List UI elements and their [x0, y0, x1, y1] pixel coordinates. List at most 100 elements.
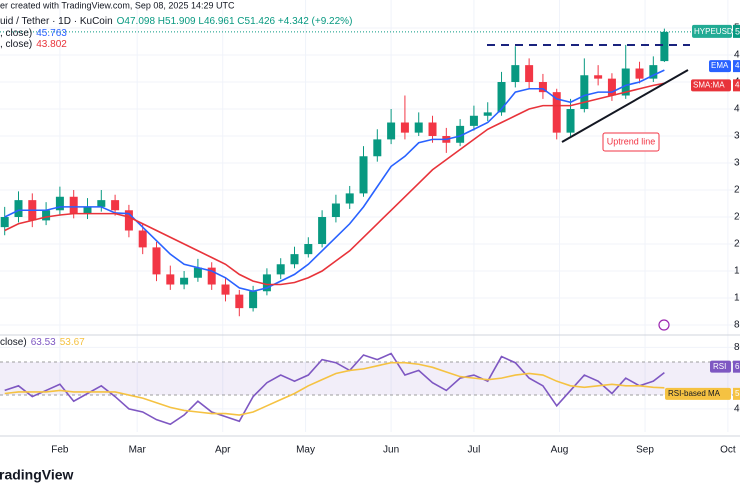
ohlc: O47.098 H51.909 L46.961 C51.426 +4.342 (… — [117, 16, 353, 27]
candle-body — [0, 217, 9, 228]
candle-body — [497, 82, 506, 113]
ma-line — [4, 82, 665, 286]
rsi-legend: close) 63.53 53.67 — [0, 337, 85, 348]
candle-body — [318, 217, 327, 245]
candle-body — [221, 284, 230, 295]
logo: radingView — [0, 467, 74, 483]
legend-label: RSI — [713, 362, 726, 371]
symbol-label: HYPEUSDT — [694, 27, 738, 36]
ema-legend-text: , close) — [0, 28, 32, 39]
x-tick-label: Jun — [383, 445, 399, 456]
x-tick-label: Jul — [468, 445, 481, 456]
rsi-line — [4, 352, 665, 426]
rsi-value: 63.53 — [31, 337, 56, 348]
x-tick-label: Feb — [51, 445, 69, 456]
candle-body — [69, 196, 78, 214]
y-tick-label: 32 — [734, 158, 740, 169]
candle-body — [525, 65, 534, 83]
x-tick-label: Aug — [551, 445, 569, 456]
value-box — [733, 60, 740, 73]
x-tick-label: Oct — [720, 445, 736, 456]
candle-body — [607, 78, 616, 96]
ema-legend: , close) 45.763 — [0, 28, 67, 39]
symbol-box — [692, 24, 732, 38]
candle-body — [511, 65, 520, 83]
icon — [658, 319, 670, 331]
candle-body — [166, 274, 175, 285]
candle-body — [469, 115, 478, 126]
candle-body — [193, 267, 202, 278]
candle-body — [290, 254, 299, 265]
x-tick-label: May — [296, 445, 315, 456]
price-label: 51.426 — [735, 26, 740, 36]
value-label: 43.802 — [735, 80, 740, 89]
y-tick-label: 80 — [734, 342, 740, 353]
value-label: 45.763 — [735, 61, 740, 70]
candle-body — [235, 294, 244, 309]
candle-body — [414, 122, 423, 133]
y-tick-label: 16 — [734, 266, 740, 277]
rsi-line — [4, 361, 665, 416]
y-tick-label: 36 — [734, 131, 740, 142]
candle-body — [331, 203, 340, 218]
y-tick-label: 40 — [734, 404, 740, 415]
sma-value: 43.802 — [36, 39, 67, 50]
candle-body — [538, 82, 547, 93]
y-tick-label: 12 — [734, 293, 740, 304]
rsi-legend-text: close) — [0, 337, 27, 348]
y-tick-label: 40 — [734, 104, 740, 115]
candle-body — [552, 92, 561, 133]
rsi-ma-value: 53.67 — [60, 337, 85, 348]
candle-body — [207, 267, 216, 285]
legend-box — [709, 60, 731, 73]
candle-body — [635, 68, 644, 79]
candle-body — [249, 291, 258, 309]
candle-body — [124, 210, 133, 231]
candle-body — [621, 68, 630, 96]
candle-body — [456, 125, 465, 143]
y-tick-label: 48 — [734, 50, 740, 61]
price-labels: Feb Mar Apr May Jun Jul Aug Sep Oct 8 12 16 20 24 28 32… — [51, 23, 740, 456]
candle-body — [387, 122, 396, 140]
value-box — [733, 360, 740, 373]
x-tick-label: Mar — [129, 445, 147, 456]
sma-legend-text: , close) — [0, 39, 32, 50]
candle-body — [660, 31, 669, 62]
candle-body — [373, 139, 382, 157]
candle-body — [276, 264, 285, 275]
sma-legend: , close) 43.802 — [0, 39, 67, 50]
y-tick-label: 20 — [734, 239, 740, 250]
candle-body — [483, 112, 492, 116]
uptrend-line — [561, 69, 689, 143]
candle-body — [345, 193, 354, 204]
candle-body — [14, 200, 23, 218]
candle-body — [580, 75, 589, 110]
candle-body — [55, 196, 64, 211]
legend-box — [710, 360, 731, 373]
candle-body — [83, 206, 92, 214]
value-label: 63.53 — [735, 362, 740, 371]
watermark: er created with TradingView.com, Sep 08,… — [0, 0, 235, 10]
x-tick-label: Apr — [215, 445, 231, 456]
legend-box — [665, 387, 731, 400]
legend-label: RSI-based MA — [668, 389, 721, 398]
candle-body — [400, 122, 409, 133]
candle-body — [262, 274, 271, 292]
candle-body — [97, 200, 106, 207]
price-box — [733, 24, 740, 38]
candle-body — [180, 277, 189, 285]
y-tick-label: 24 — [734, 212, 740, 223]
legend-box — [691, 79, 731, 92]
symbol-title: uid / Tether · 1D · KuCoin O47.098 H51.90… — [0, 16, 352, 27]
candle-body — [594, 75, 603, 79]
candle-body — [428, 122, 437, 137]
candle-body — [111, 200, 120, 211]
value-box — [733, 79, 740, 92]
candle-body — [152, 247, 161, 275]
annotation: Uptrend line — [607, 136, 656, 146]
candle-body — [566, 109, 575, 133]
marks — [0, 28, 740, 426]
annotation-box — [602, 132, 660, 152]
